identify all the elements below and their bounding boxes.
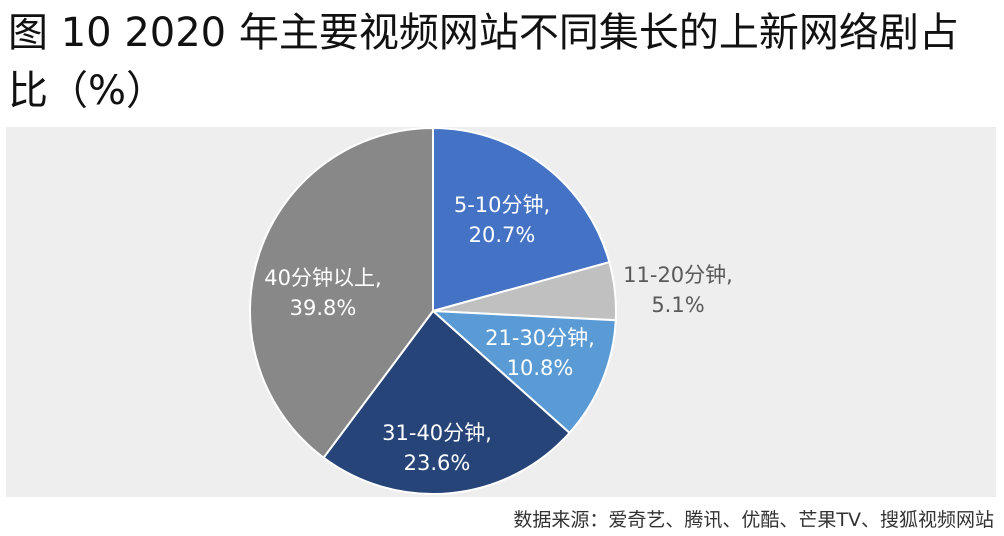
slice-label: 40分钟以上, 39.8% (264, 266, 381, 320)
pie-slice (249, 126, 434, 460)
slice-label-value: 10.8% (507, 356, 574, 380)
slice-label-category: 21-30分钟, (485, 326, 595, 350)
slice-label: 5-10分钟, 20.7% (454, 193, 550, 247)
slice-label-category: 31-40分钟, (382, 421, 492, 445)
slice-label: 31-40分钟, 23.6% (382, 421, 492, 475)
slice-label-category: 40分钟以上, (264, 266, 381, 290)
source-note: 数据来源：爱奇艺、腾讯、优酷、芒果TV、搜狐视频网站 (513, 509, 994, 531)
slice-label-value: 5.1% (651, 293, 704, 317)
pie-slice (430, 309, 617, 435)
chart-title-line-2: 比（%） (8, 68, 167, 114)
pie-slice (432, 126, 611, 313)
pie-slice (322, 309, 571, 495)
slice-label-category: 11-20分钟, (623, 263, 733, 287)
slice-label-value: 20.7% (469, 223, 536, 247)
slice-label-category: 5-10分钟, (454, 193, 550, 217)
chart-title: 图 10 2020 年主要视频网站不同集长的上新网络剧占 比（%） (8, 4, 998, 120)
slice-label: 21-30分钟, 10.8% (485, 326, 595, 380)
slice-label-value: 39.8% (290, 296, 357, 320)
slice-label: 11-20分钟, 5.1% (623, 263, 733, 317)
slice-label-value: 23.6% (404, 451, 471, 475)
chart-title-line-1: 图 10 2020 年主要视频网站不同集长的上新网络剧占 (8, 10, 959, 56)
